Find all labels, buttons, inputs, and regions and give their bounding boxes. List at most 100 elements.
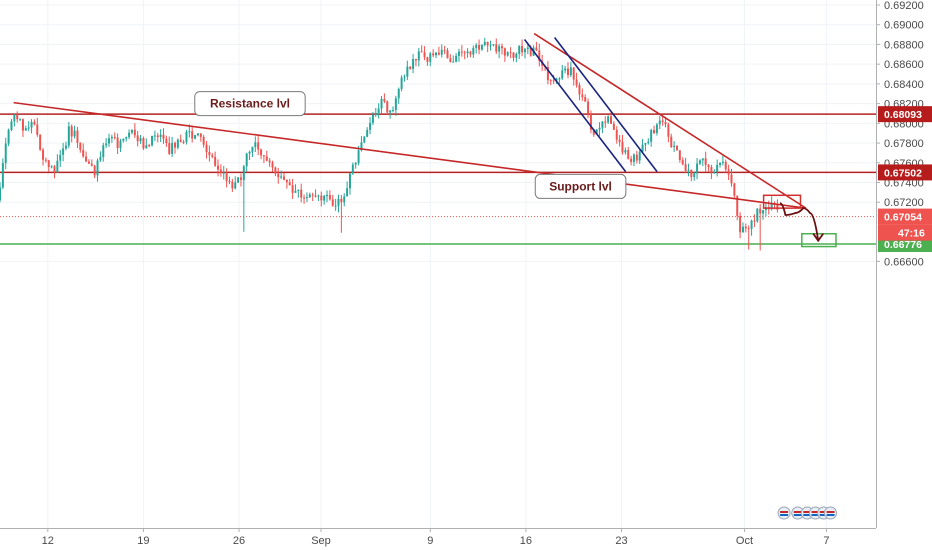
candle-body <box>409 66 412 69</box>
candle-body <box>380 98 383 109</box>
candle-body <box>383 98 386 102</box>
candle-body <box>343 196 346 203</box>
candle-body <box>426 57 429 62</box>
time-tick-label: Oct <box>736 535 753 547</box>
candle-body <box>641 144 644 152</box>
candle-body <box>673 145 676 148</box>
highlight-box[interactable] <box>801 233 837 248</box>
candle-body <box>549 80 552 82</box>
candle-body <box>587 101 590 115</box>
candle-body <box>334 205 337 207</box>
flag-stripe <box>819 511 828 513</box>
trendline[interactable] <box>13 101 807 209</box>
candle-body <box>400 77 403 89</box>
candle-body <box>607 116 610 123</box>
candle-body <box>176 139 179 148</box>
candle-body <box>305 197 308 199</box>
candle-body <box>326 195 329 197</box>
candle-body <box>687 169 690 171</box>
flag-stripe <box>819 514 828 516</box>
candle-body <box>357 150 360 163</box>
price-level-tag-label: 0.66776 <box>884 239 922 251</box>
candle-body <box>303 197 306 199</box>
candle-body <box>394 98 397 111</box>
candle-body <box>257 142 260 150</box>
flag-stripe <box>780 514 789 516</box>
flag-stripe <box>826 514 835 516</box>
countdown-tag <box>878 224 932 241</box>
callout[interactable]: Resistance lvl <box>194 91 306 117</box>
candle-body <box>770 203 773 210</box>
candle-body <box>93 165 96 176</box>
candle-body <box>1 163 4 188</box>
candle-body <box>460 51 463 53</box>
time-tick-label: 12 <box>42 535 54 547</box>
candle-body <box>156 135 159 137</box>
candle-body <box>690 169 693 178</box>
flag-stripe <box>811 514 820 516</box>
candle-body <box>217 165 220 170</box>
candle-body <box>501 46 504 49</box>
price-tick-label: 0.68600 <box>884 59 924 71</box>
candle-body <box>64 145 67 149</box>
candle-body <box>452 61 455 63</box>
candle-body <box>592 129 595 135</box>
candle-body <box>449 58 452 63</box>
candle-body <box>489 45 492 47</box>
candle-body <box>340 198 343 203</box>
candle-body <box>667 124 670 137</box>
candle-body <box>285 179 288 183</box>
callout-box <box>194 91 306 117</box>
candle-body <box>110 136 113 139</box>
candle-body <box>237 177 240 183</box>
candle-body <box>208 152 211 156</box>
candle-body <box>406 66 409 77</box>
candle-body <box>455 55 458 62</box>
grid-lines <box>0 0 876 528</box>
candle-body <box>219 169 222 174</box>
candle-body <box>231 181 234 189</box>
candle-body <box>67 126 70 146</box>
economic-events[interactable] <box>777 506 838 520</box>
candle-body <box>598 127 601 130</box>
candle-body <box>601 121 604 128</box>
candle-body <box>658 120 661 125</box>
candle-body <box>747 228 750 230</box>
countdown-label: 47:16 <box>898 228 925 240</box>
candle-body <box>506 52 509 56</box>
candle-body <box>721 161 724 163</box>
candle-body <box>363 136 366 143</box>
candle-body <box>188 131 191 133</box>
price-tick-label: 0.67200 <box>884 197 924 209</box>
highlight-box[interactable] <box>762 194 802 209</box>
candle-body <box>584 97 587 102</box>
flag-stripe <box>793 511 802 513</box>
candle-body <box>85 156 88 162</box>
candle-body <box>179 139 182 142</box>
candle-body <box>239 177 242 180</box>
candle-body <box>162 134 165 139</box>
candle-body <box>191 131 194 139</box>
candle-body <box>105 143 108 146</box>
candle-body <box>739 215 742 233</box>
candle-body <box>701 158 704 161</box>
candle-body <box>552 80 555 82</box>
candle-body <box>615 129 618 140</box>
trendline[interactable] <box>533 32 807 209</box>
time-axis[interactable]: 12 19 26 Sep 9 16 23 Oct 7 <box>0 528 932 550</box>
candle-body <box>529 47 532 56</box>
candle-body <box>7 129 10 144</box>
candle-body <box>248 151 251 154</box>
candle-body <box>466 51 469 54</box>
price-axis[interactable]: 0.692000.690000.688000.686000.684000.682… <box>876 0 932 528</box>
candle-body <box>391 110 394 112</box>
price-tick-label: 0.66600 <box>884 256 924 268</box>
callout[interactable]: Support lvl <box>534 173 627 199</box>
candle-body <box>282 176 285 180</box>
trendlines[interactable] <box>13 32 807 209</box>
trendline[interactable] <box>523 39 627 173</box>
projection-path[interactable] <box>779 202 820 241</box>
trendline[interactable] <box>553 37 658 173</box>
